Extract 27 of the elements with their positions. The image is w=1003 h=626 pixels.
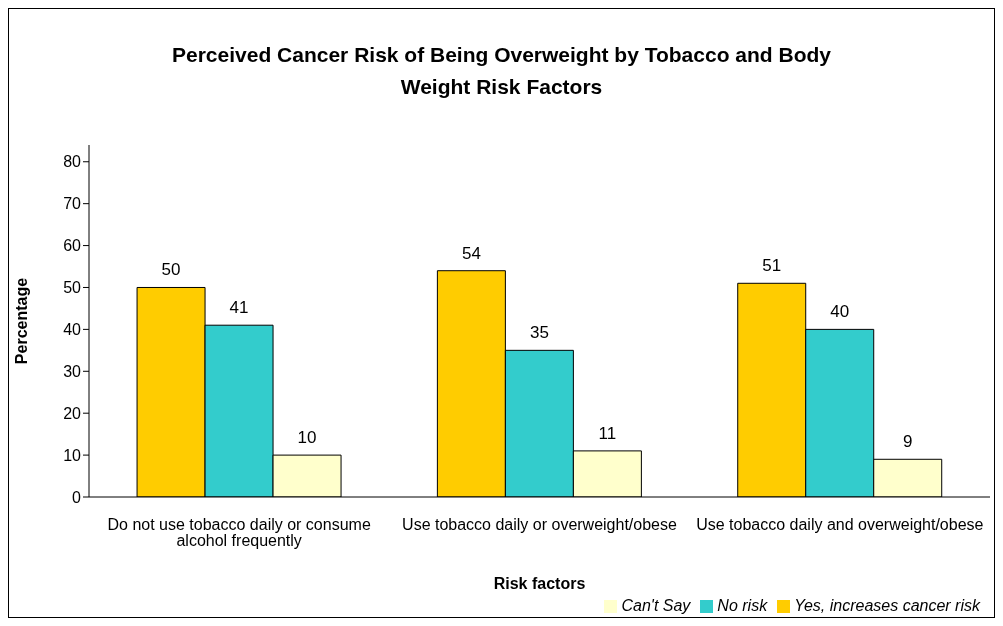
y-tick-label: 80: [63, 153, 82, 171]
y-axis-title: Percentage: [12, 277, 30, 365]
y-tick-label: 70: [63, 195, 82, 213]
x-tick-label: Do not use tobacco daily or consume alcohol frequently: [107, 516, 371, 550]
legend-label: Can't Say: [621, 597, 691, 614]
data-label: 35: [529, 323, 549, 343]
y-tick-label: 30: [63, 362, 82, 380]
y-tick-label: 50: [63, 279, 82, 297]
y-tick-label: 20: [63, 404, 82, 422]
data-label: 54: [461, 243, 481, 263]
data-label: 10: [297, 428, 317, 448]
data-label: 51: [762, 256, 782, 276]
y-tick-label: 40: [63, 321, 82, 339]
data-label: 9: [902, 432, 913, 452]
data-label: 11: [598, 423, 617, 443]
y-tick-label: 10: [63, 446, 82, 464]
legend-label: Yes, increases cancer risk: [794, 597, 980, 614]
x-axis-title: Risk factors: [493, 575, 586, 592]
legend-label: No risk: [717, 597, 768, 614]
data-label: 50: [161, 260, 181, 280]
x-tick-label: Use tobacco daily and overweight/obese: [696, 516, 984, 534]
chart-title: Perceived Cancer Risk of Being Overweight by Tobacco and Body Weight Risk Factors: [171, 42, 832, 100]
y-tick-label: 60: [63, 237, 82, 255]
x-tick-label: Use tobacco daily or overweight/obese: [402, 516, 678, 534]
y-tick-label: 0: [72, 488, 82, 506]
data-label: 40: [830, 302, 850, 322]
data-label: 41: [229, 298, 249, 318]
